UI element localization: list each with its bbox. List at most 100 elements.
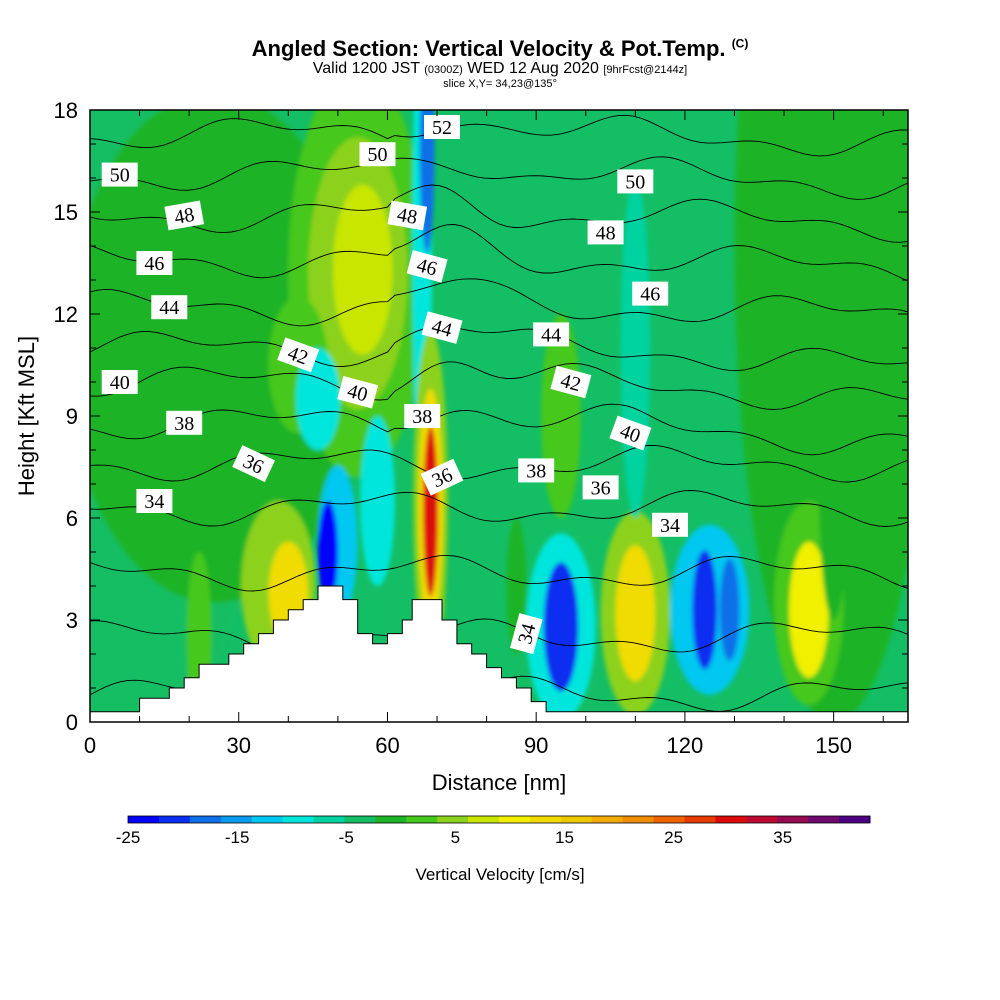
velocity-cell — [719, 558, 740, 661]
colorbar-tick-label: 35 — [773, 828, 792, 847]
svg-text:48: 48 — [395, 204, 419, 229]
y-tick-label: 15 — [54, 200, 78, 225]
colorbar-swatch — [560, 816, 593, 823]
colorbar-tick-label: 5 — [451, 828, 460, 847]
y-tick-label: 18 — [54, 98, 78, 123]
colorbar-swatch — [313, 816, 345, 823]
x-tick-label: 60 — [375, 733, 399, 758]
valid-time-line: Valid 1200 JST (0300Z) WED 12 Aug 2020 [… — [0, 60, 1000, 78]
velocity-cell — [360, 416, 395, 586]
svg-text:50: 50 — [110, 165, 130, 187]
x-tick-label: 120 — [667, 733, 704, 758]
colorbar-swatch — [777, 816, 809, 823]
isentrope-label: 50 — [101, 162, 138, 187]
svg-text:50: 50 — [368, 144, 388, 166]
svg-text:48: 48 — [596, 222, 616, 244]
colorbar-swatch — [715, 816, 747, 823]
isentrope-label: 36 — [582, 475, 619, 500]
svg-text:40: 40 — [110, 372, 130, 394]
isentrope-label: 40 — [337, 375, 379, 409]
terrain — [90, 585, 908, 722]
isentrope-line — [90, 403, 908, 456]
isentrope-line — [90, 554, 908, 592]
isentrope-label: 46 — [136, 251, 173, 275]
svg-text:44: 44 — [541, 324, 561, 346]
colorbar-swatch — [251, 816, 284, 823]
colorbar-swatch — [128, 816, 160, 823]
velocity-cell — [789, 541, 829, 678]
isentrope-label: 50 — [617, 169, 654, 194]
isentrope-label: 42 — [550, 365, 592, 399]
colorbar: -25 -15 -5 5 15 25 35 — [116, 815, 871, 847]
svg-text:34: 34 — [144, 491, 164, 513]
chart-title: Angled Section: Vertical Velocity & Pot.… — [0, 36, 1000, 62]
isentrope-label: 40 — [101, 370, 138, 394]
isentrope-label: 38 — [166, 410, 203, 435]
isentrope-line — [90, 444, 908, 483]
colorbar-swatch — [591, 816, 624, 823]
isentrope-label: 44 — [421, 311, 463, 344]
colorbar-tick-label: -5 — [339, 828, 354, 847]
title-text: Angled Section: Vertical Velocity & Pot.… — [251, 36, 726, 61]
velocity-cell — [620, 178, 651, 518]
colorbar-swatch — [282, 816, 314, 823]
valid-date: WED 12 Aug 2020 — [467, 60, 599, 77]
isentrope-line — [90, 224, 908, 282]
valid-main: Valid 1200 JST — [312, 60, 420, 77]
y-tick-label: 0 — [66, 710, 78, 735]
colorbar-tick-label: 15 — [555, 828, 574, 847]
velocity-cell — [332, 184, 393, 355]
slice-info: slice X,Y= 34,23@135° — [443, 78, 557, 90]
colorbar-swatch — [746, 816, 778, 823]
colorbar-swatch — [406, 816, 438, 823]
x-axis: 0 30 60 90 120 150 — [84, 110, 884, 758]
svg-text:38: 38 — [412, 406, 432, 428]
colorbar-swatch — [375, 816, 407, 823]
y-tick-label: 6 — [66, 506, 78, 531]
isentrope-label: 40 — [609, 415, 652, 451]
isentrope-line — [90, 184, 908, 243]
velocity-cell — [692, 550, 718, 670]
svg-text:50: 50 — [625, 171, 645, 193]
svg-text:52: 52 — [432, 117, 452, 139]
colorbar-swatch — [499, 816, 531, 823]
svg-text:46: 46 — [144, 253, 164, 275]
y-tick-label: 9 — [66, 404, 78, 429]
x-tick-label: 90 — [524, 733, 548, 758]
velocity-cell — [295, 348, 341, 450]
isentrope-label: 34 — [136, 489, 173, 513]
colorbar-tick-label: -25 — [116, 828, 141, 847]
y-tick-label: 3 — [66, 608, 78, 633]
isentrope-label: 38 — [518, 458, 555, 483]
colorbar-swatch — [684, 816, 716, 823]
isentrope-label: 48 — [587, 220, 624, 245]
colorbar-swatch — [468, 816, 500, 823]
colorbar-tick-label: 25 — [664, 828, 683, 847]
isentrope-line — [90, 326, 908, 372]
colorbar-label: Vertical Velocity [cm/s] — [415, 865, 584, 884]
forecast-info: [9hrFcst@2144z] — [603, 64, 688, 76]
x-tick-label: 0 — [84, 733, 96, 758]
colorbar-tick-label: -15 — [225, 828, 250, 847]
isentrope-label: 48 — [164, 200, 205, 231]
colorbar-swatch — [220, 816, 253, 823]
isentrope-label: 34 — [510, 613, 543, 655]
isentrope-line — [90, 618, 908, 656]
isentrope-label: 48 — [387, 200, 428, 231]
svg-text:44: 44 — [159, 297, 179, 319]
colorbar-swatch — [344, 816, 376, 823]
isentrope-label: 36 — [232, 445, 275, 483]
x-tick-label: 150 — [815, 733, 852, 758]
svg-text:38: 38 — [174, 413, 194, 435]
isentrope-line — [90, 156, 908, 200]
isentrope-label: 46 — [632, 281, 669, 306]
colorbar-swatch — [529, 816, 562, 823]
svg-text:48: 48 — [173, 204, 197, 229]
colorbar-swatch — [839, 816, 871, 823]
title-units-mark: (C) — [731, 36, 749, 51]
svg-text:34: 34 — [660, 515, 680, 537]
